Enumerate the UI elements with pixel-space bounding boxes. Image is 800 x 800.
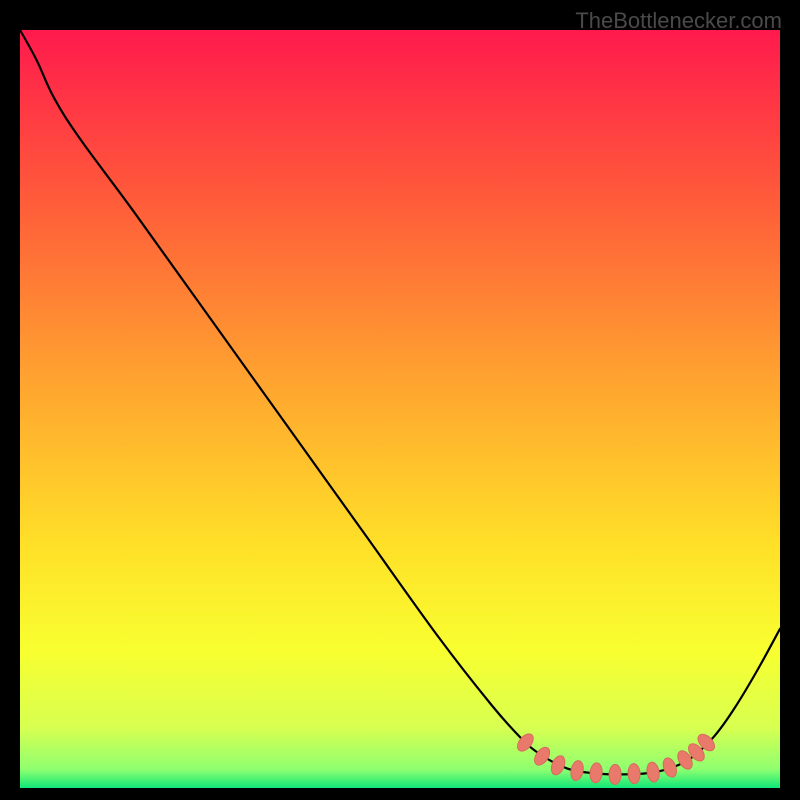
watermark: TheBottlenecker.com	[575, 8, 782, 34]
highlight-marker	[661, 756, 679, 779]
highlight-marker	[645, 761, 660, 783]
highlight-marker	[549, 754, 568, 777]
bottleneck-curve	[20, 30, 780, 774]
highlight-marker	[589, 762, 603, 783]
highlight-marker	[627, 763, 640, 784]
highlight-marker	[609, 764, 621, 784]
highlight-marker	[531, 745, 552, 768]
highlight-markers	[514, 731, 717, 784]
chart-overlay	[0, 0, 800, 800]
highlight-marker	[569, 760, 585, 782]
